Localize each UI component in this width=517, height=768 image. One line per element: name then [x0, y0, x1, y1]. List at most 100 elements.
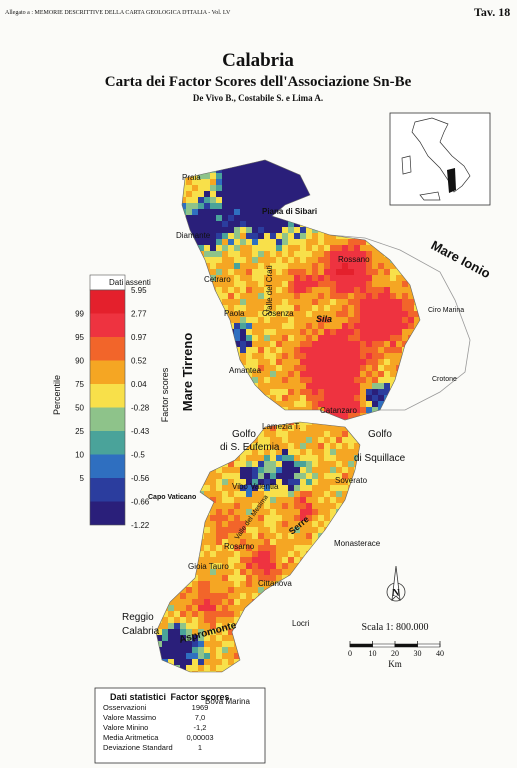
- place-label: Valle del Crati: [265, 265, 274, 314]
- series-note: Allegato a : MEMORIE DESCRITTIVE DELLA C…: [5, 10, 231, 16]
- coastline: [329, 234, 471, 411]
- stats-title: Dati statistici: [110, 692, 166, 702]
- score-label: -0.5: [131, 451, 145, 460]
- plate-number: Tav. 18: [474, 5, 510, 19]
- score-title: Factor scores: [160, 367, 170, 422]
- percentile-label: 95: [75, 333, 84, 342]
- land-outline: [155, 159, 421, 673]
- legend-swatch: [90, 337, 125, 361]
- stats-table: Dati statistici Factor scores Osservazio…: [94, 687, 266, 764]
- score-label: 5.95: [131, 286, 147, 295]
- legend-swatch: [90, 454, 125, 478]
- missing-label: Dati assenti: [109, 278, 151, 287]
- legend-swatch: [90, 431, 125, 455]
- place-label: Amantea: [229, 366, 262, 375]
- legend-swatch: [90, 313, 125, 337]
- subtitle: Carta dei Factor Scores dell'Associazion…: [105, 74, 412, 90]
- stats-row-value: 1: [198, 743, 202, 752]
- place-label: Golfo: [368, 429, 392, 440]
- place-label: Ciro Marina: [428, 307, 464, 314]
- north-label: N: [392, 588, 400, 599]
- place-label: di Squillace: [354, 453, 406, 464]
- stats-row-label: Media Aritmetica: [103, 733, 159, 742]
- score-label: 0.52: [131, 357, 147, 366]
- scale-tick-label: 30: [414, 649, 422, 658]
- place-label: Cittanova: [258, 579, 292, 588]
- place-label: di S. Eufemia: [220, 442, 280, 453]
- stats-row-value: 1969: [192, 703, 209, 712]
- place-label: Mare Tirreno: [180, 333, 195, 412]
- legend-frame: [89, 289, 126, 526]
- percentile-label: 99: [75, 310, 84, 319]
- legend-swatch: [90, 290, 125, 314]
- score-label: -1.22: [131, 521, 150, 530]
- north-arrow: N: [386, 565, 406, 602]
- score-label: -0.43: [131, 427, 150, 436]
- score-label: 0.97: [131, 333, 147, 342]
- place-label: Monasterace: [334, 539, 381, 548]
- place-label: Piana di Sibari: [262, 207, 317, 216]
- stats-row-label: Valore Massimo: [103, 713, 156, 722]
- scale-segment: [372, 643, 396, 648]
- score-label: -0.66: [131, 498, 150, 507]
- place-label: Lamezia T.: [262, 422, 301, 431]
- title: Calabria: [222, 50, 294, 71]
- score-label: 0.04: [131, 380, 147, 389]
- stats-row-label: Valore Minino: [103, 723, 148, 732]
- percentile-label: 90: [75, 357, 84, 366]
- percentile-title: Percentile: [52, 375, 62, 415]
- place-label: Catanzaro: [320, 406, 357, 415]
- place-label: Golfo: [232, 429, 256, 440]
- place-label: Gioia Tauro: [188, 562, 229, 571]
- place-label: Praia: [182, 173, 201, 182]
- legend-swatch: [90, 407, 125, 431]
- scale-segment: [349, 643, 373, 648]
- legend-swatch: [90, 501, 125, 525]
- percentile-label: 10: [75, 451, 84, 460]
- legend-swatch: [90, 360, 125, 384]
- scale-tick-label: 40: [436, 649, 444, 658]
- legend-swatch: [90, 384, 125, 408]
- place-label: Rossano: [338, 255, 370, 264]
- scale-tick-label: 10: [369, 649, 377, 658]
- place-label: Calabria: [122, 626, 160, 637]
- legend-swatch: [90, 478, 125, 502]
- score-label: -0.28: [131, 404, 150, 413]
- authors: De Vivo B., Costabile S. e Lima A.: [193, 93, 323, 103]
- score-label: -0.56: [131, 474, 150, 483]
- place-label: Cetraro: [204, 275, 231, 284]
- scale-segment: [417, 643, 441, 648]
- place-label: Soverato: [335, 476, 368, 485]
- place-label: Cosenza: [262, 309, 294, 318]
- stats-row-value: -1,2: [194, 723, 207, 732]
- inset-map: [389, 112, 491, 206]
- stats-column: Factor scores: [170, 692, 229, 702]
- scale-tick-label: 0: [348, 649, 352, 658]
- percentile-label: 75: [75, 380, 84, 389]
- stats-row-label: Deviazione Standard: [103, 743, 173, 752]
- place-label: Reggio: [122, 612, 154, 623]
- percentile-label: 5: [80, 474, 85, 483]
- place-label: Locri: [292, 619, 310, 628]
- place-label: Sila: [316, 314, 332, 324]
- percentile-label: 50: [75, 404, 84, 413]
- place-label: Diamante: [176, 231, 211, 240]
- place-label: Rosarno: [224, 542, 255, 551]
- place-label: Crotone: [432, 376, 457, 383]
- score-label: 2.77: [131, 310, 147, 319]
- scale-unit: Km: [388, 659, 402, 669]
- stats-row-label: Osservazioni: [103, 703, 147, 712]
- stats-row-value: 7,0: [195, 713, 205, 722]
- place-label: Capo Vaticano: [148, 494, 196, 501]
- legend: Dati assenti Percentile Factor scores 5.…: [52, 274, 170, 530]
- percentile-label: 25: [75, 427, 84, 436]
- place-label: Paola: [224, 309, 245, 318]
- scale-tick-label: 20: [391, 649, 399, 658]
- stats-row-value: 0,00003: [186, 733, 213, 742]
- place-label: Bova Marina: [205, 697, 250, 706]
- scale-segment: [394, 643, 418, 648]
- scale-bar: 0 10 20 30 40: [348, 641, 444, 658]
- scale-label: Scala 1: 800.000: [362, 622, 429, 633]
- place-label: Vibo Valentia: [232, 482, 279, 491]
